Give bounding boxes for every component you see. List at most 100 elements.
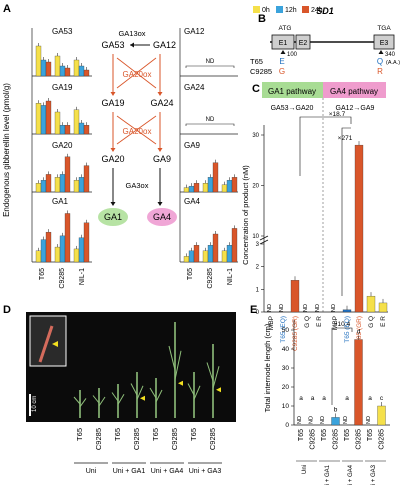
e-group-label-0: Uni bbox=[302, 465, 308, 474]
plant-leaf-b-3 bbox=[136, 385, 144, 400]
bar-GA53-C9285-24h bbox=[64, 67, 71, 77]
c-xlabel-8: G Q bbox=[368, 316, 375, 328]
title-ga1: GA1 bbox=[52, 197, 69, 206]
e-ytick-label-5: 50 bbox=[282, 327, 290, 334]
bar-c-6 bbox=[342, 309, 352, 313]
bar-GA19-T65-12h bbox=[40, 105, 47, 135]
legend-swatch-0h bbox=[253, 6, 260, 13]
svg-text:ND: ND bbox=[206, 117, 215, 123]
ga4-pathway-box bbox=[323, 82, 386, 98]
panel-d-letter: D bbox=[3, 304, 11, 316]
bar-GA20-C9285-24h bbox=[64, 156, 71, 193]
svg-text:E: E bbox=[279, 57, 284, 66]
enzyme-ga20ox-1: GA20ox bbox=[123, 70, 152, 79]
e-ytick-label-0: 0 bbox=[285, 422, 289, 429]
d-group-label-3: Uni + GA3 bbox=[189, 468, 222, 475]
bar-GA9-T65-12h bbox=[188, 185, 195, 193]
bar-GA1-T65-12h bbox=[40, 239, 47, 263]
bar-GA1-NIL-1-0h bbox=[73, 248, 80, 263]
d-plant-label-6: T65 bbox=[189, 428, 198, 441]
panel-c: C GA1 pathway GA4 pathway GA53→GA20 GA12… bbox=[241, 82, 388, 351]
svg-text:×10.4: ×10.4 bbox=[334, 321, 351, 328]
panel-a-letter: A bbox=[3, 3, 11, 15]
c-ytick-label-0: 0 bbox=[256, 310, 260, 316]
d-group-label-2: Uni + GA4 bbox=[151, 468, 184, 475]
e-xlabel-5: C9285 bbox=[356, 429, 363, 450]
c-xlabel-2: C9285 (GR) bbox=[292, 316, 299, 351]
plants bbox=[73, 322, 221, 418]
node-ga24: GA24 bbox=[150, 98, 173, 108]
bar-GA1-NIL-1-12h bbox=[78, 237, 85, 263]
bar-c-9 bbox=[378, 302, 388, 313]
bar-GA4-T65-12h bbox=[188, 250, 195, 263]
svg-text:T65: T65 bbox=[250, 57, 263, 66]
d-group-label-0: Uni bbox=[86, 468, 97, 475]
bar-GA19-NIL-1-24h bbox=[83, 125, 90, 135]
node-ga4-ellipse bbox=[147, 208, 177, 226]
bar-GA53-NIL-1-12h bbox=[78, 65, 85, 77]
sig-letter-e-5: d bbox=[357, 329, 361, 336]
e-ytick-label-3: 30 bbox=[282, 365, 290, 372]
enzyme-ga20ox-2: GA20ox bbox=[123, 127, 152, 136]
svg-text:GA1 pathway: GA1 pathway bbox=[268, 87, 316, 96]
exon-e2 bbox=[295, 34, 311, 50]
panel-e-letter: E bbox=[250, 304, 257, 316]
d-plant-label-4: T65 bbox=[151, 428, 160, 441]
svg-text:GA53→GA20: GA53→GA20 bbox=[271, 105, 314, 112]
title-ga9: GA9 bbox=[184, 141, 201, 150]
legend-label-24h: 24h bbox=[311, 7, 323, 14]
e-fold-bracket bbox=[331, 327, 353, 405]
plant-leaf-a-2 bbox=[111, 392, 119, 402]
c-xlabel-4: E R bbox=[316, 316, 323, 327]
bar-GA53-C9285-12h bbox=[59, 65, 66, 77]
bar-GA4-C9285-24h bbox=[212, 233, 219, 263]
plant-leaf-b-7 bbox=[212, 366, 220, 389]
nd-e-0: ND bbox=[297, 416, 303, 424]
svg-text:100: 100 bbox=[287, 52, 298, 58]
c-ytick-label-20: 20 bbox=[252, 184, 259, 190]
title-ga53: GA53 bbox=[52, 27, 73, 36]
pathway-diagram: GA13ox GA53 GA12 GA20ox GA19 GA24 GA20ox… bbox=[98, 29, 177, 226]
d-plant-label-2: T65 bbox=[113, 428, 122, 441]
bar-GA19-NIL-1-0h bbox=[73, 109, 80, 135]
bar-GA9-T65-0h bbox=[183, 187, 190, 193]
c-ytick-label-30: 30 bbox=[252, 133, 259, 139]
nd-bracket-ga12: ND bbox=[185, 59, 235, 68]
d-plant-label-1: C9285 bbox=[94, 428, 103, 450]
panel-b-letter: B bbox=[258, 13, 266, 25]
title-ga20: GA20 bbox=[52, 141, 73, 150]
sig-letter-e-4: a bbox=[345, 395, 349, 402]
c-ytick-label-1: 1 bbox=[256, 287, 260, 293]
e-ytick-label-4: 40 bbox=[282, 346, 290, 353]
sig-letter-e-7: c bbox=[380, 395, 384, 402]
plant-leaf-b-2 bbox=[117, 393, 125, 405]
sig-letter-e-6: a bbox=[368, 395, 372, 402]
bar-GA20-T65-24h bbox=[45, 174, 52, 193]
plant-leaf-b-6 bbox=[193, 385, 201, 400]
plant-leaf-a-5 bbox=[168, 345, 176, 371]
bar-e-3 bbox=[331, 417, 340, 426]
title-ga12: GA12 bbox=[184, 27, 205, 36]
bar-GA20-NIL-1-12h bbox=[78, 177, 85, 193]
bar-GA1-T65-0h bbox=[35, 250, 42, 263]
legend-label-12h: 12h bbox=[285, 7, 297, 14]
bar-GA53-C9285-0h bbox=[54, 55, 61, 77]
plant-arrowhead-icon-7 bbox=[216, 387, 221, 393]
genotype-labels-right: T65 C9285 NIL-1 bbox=[187, 268, 234, 289]
d-plant-label-0: T65 bbox=[75, 428, 84, 441]
plant-leaf-a-0 bbox=[73, 396, 81, 405]
c-xlabel-3: G Q bbox=[304, 316, 311, 328]
e-xlabel-4: T65 bbox=[344, 429, 351, 441]
bar-GA9-T65-24h bbox=[193, 183, 200, 193]
svg-text:E2: E2 bbox=[299, 40, 308, 47]
bar-GA9-NIL-1-12h bbox=[226, 180, 233, 193]
bar-GA20-C9285-0h bbox=[54, 177, 61, 193]
bar-GA19-C9285-24h bbox=[64, 125, 71, 135]
plant-leaf-b-1 bbox=[98, 396, 106, 407]
e-xlabel-1: C9285 bbox=[310, 429, 317, 450]
legend-label-0h: 0h bbox=[262, 7, 270, 14]
bar-GA1-C9285-0h bbox=[54, 246, 61, 263]
nd-e-1: ND bbox=[309, 416, 315, 424]
enzyme-ga3ox: GA3ox bbox=[126, 181, 149, 190]
bar-GA4-C9285-12h bbox=[207, 245, 214, 263]
